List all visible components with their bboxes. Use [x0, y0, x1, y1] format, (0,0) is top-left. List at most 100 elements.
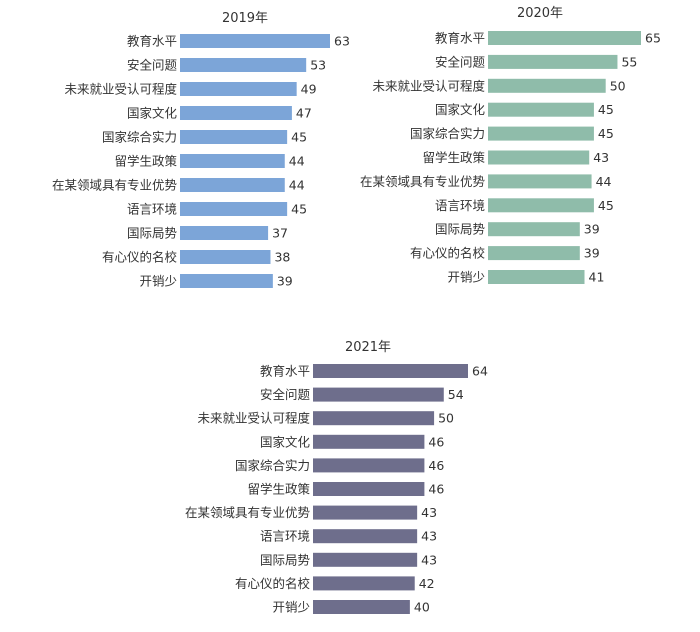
category-label: 开销少: [272, 600, 310, 615]
bar: [180, 130, 288, 144]
value-label: 39: [584, 246, 600, 261]
bar: [313, 600, 410, 614]
value-label: 37: [272, 226, 288, 241]
category-label: 有心仪的名校: [235, 576, 311, 591]
value-label: 55: [621, 54, 637, 69]
value-label: 39: [584, 222, 600, 237]
category-label: 安全问题: [260, 387, 311, 402]
bar: [488, 222, 580, 237]
bar: [180, 106, 292, 120]
value-label: 50: [610, 78, 626, 93]
category-label: 安全问题: [435, 54, 486, 69]
value-label: 44: [289, 178, 305, 193]
bar: [313, 529, 418, 544]
value-label: 42: [419, 576, 435, 591]
category-label: 国家文化: [127, 106, 178, 121]
value-label: 41: [589, 270, 605, 285]
value-label: 47: [296, 106, 312, 121]
bar: [180, 274, 273, 288]
bar: [488, 54, 618, 69]
bar: [313, 387, 444, 402]
category-label: 教育水平: [127, 34, 177, 49]
category-label: 教育水平: [260, 364, 310, 379]
category-label: 国际局势: [260, 552, 311, 567]
bar: [180, 250, 271, 264]
value-label: 46: [428, 458, 444, 473]
bar: [488, 174, 592, 189]
chart-title: 2020年: [517, 6, 563, 21]
value-label: 38: [274, 250, 290, 265]
category-label: 在某领域具有专业优势: [360, 174, 486, 189]
value-label: 45: [598, 126, 614, 141]
category-label: 在某领域具有专业优势: [52, 178, 178, 193]
category-label: 语言环境: [260, 529, 310, 544]
category-label: 国家文化: [260, 434, 311, 449]
bar: [488, 198, 594, 213]
bar: [313, 364, 468, 378]
bar: [313, 458, 425, 473]
bar: [180, 58, 307, 72]
category-label: 国家综合实力: [410, 126, 485, 141]
bar: [488, 126, 594, 141]
category-label: 教育水平: [435, 31, 485, 46]
category-label: 留学生政策: [422, 150, 485, 165]
value-label: 45: [291, 130, 307, 145]
value-label: 49: [301, 82, 317, 97]
value-label: 63: [334, 34, 350, 49]
value-label: 50: [438, 411, 454, 426]
value-label: 45: [598, 198, 614, 213]
category-label: 留学生政策: [247, 482, 310, 497]
category-label: 有心仪的名校: [102, 250, 178, 265]
value-label: 39: [277, 274, 293, 289]
value-label: 44: [596, 174, 612, 189]
value-label: 64: [472, 364, 488, 379]
bar: [488, 150, 590, 165]
bar: [180, 154, 285, 168]
value-label: 46: [428, 434, 444, 449]
chart-title: 2021年: [345, 340, 391, 355]
bar: [313, 552, 418, 567]
bar: [313, 411, 435, 426]
bar: [180, 34, 330, 48]
value-label: 46: [428, 482, 444, 497]
bar: [313, 576, 415, 591]
bar: [488, 246, 580, 261]
category-label: 开销少: [447, 270, 485, 285]
value-label: 45: [598, 102, 614, 117]
bar: [488, 270, 585, 284]
value-label: 65: [645, 31, 661, 46]
value-label: 54: [448, 387, 464, 402]
category-label: 未来就业受认可程度: [197, 411, 310, 426]
bar: [180, 178, 285, 192]
chart-title: 2019年: [222, 11, 268, 26]
category-label: 在某领域具有专业优势: [185, 505, 311, 520]
category-label: 未来就业受认可程度: [64, 82, 177, 97]
category-label: 语言环境: [435, 198, 485, 213]
bar: [313, 505, 418, 520]
bar: [313, 434, 425, 449]
value-label: 43: [421, 529, 437, 544]
value-label: 45: [291, 202, 307, 217]
category-label: 国家综合实力: [102, 130, 177, 145]
category-label: 语言环境: [127, 202, 177, 217]
value-label: 43: [593, 150, 609, 165]
bar: [488, 31, 641, 45]
category-label: 安全问题: [127, 58, 178, 73]
category-label: 有心仪的名校: [410, 246, 486, 261]
category-label: 未来就业受认可程度: [372, 78, 485, 93]
category-label: 国家文化: [435, 102, 486, 117]
category-label: 国家综合实力: [235, 458, 310, 473]
category-label: 国际局势: [127, 226, 178, 241]
bar: [488, 102, 594, 117]
value-label: 44: [289, 154, 305, 169]
value-label: 43: [421, 505, 437, 520]
value-label: 43: [421, 552, 437, 567]
bar: [180, 82, 297, 96]
bar: [180, 202, 288, 216]
category-label: 开销少: [139, 274, 177, 289]
value-label: 40: [414, 600, 430, 615]
